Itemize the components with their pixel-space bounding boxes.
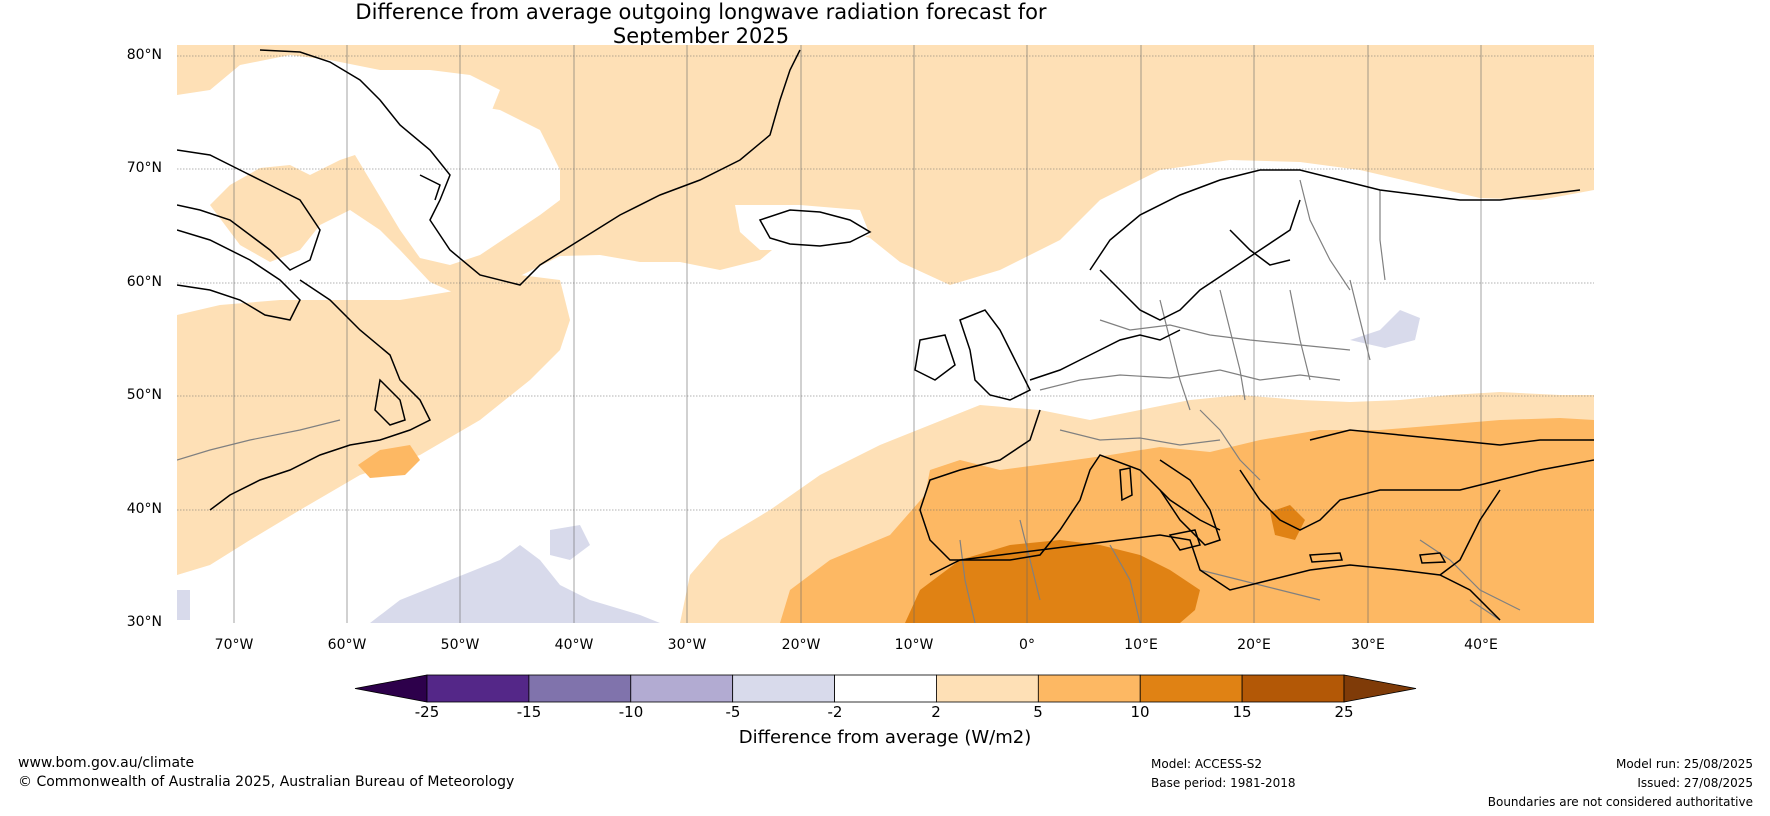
colorbar-tick: -5: [725, 703, 741, 721]
copyright-text: © Commonwealth of Australia 2025, Austra…: [18, 774, 515, 790]
map-title: Difference from average outgoing longwav…: [0, 0, 1402, 48]
lat-label-60n: 60°N: [126, 274, 162, 290]
anomaly-fill-5-10-iberia: [930, 472, 1070, 560]
model-name: Model: ACCESS-S2: [1151, 757, 1263, 771]
model-run-date: Model run: 25/08/2025: [1615, 757, 1753, 771]
lon-label-10e: 10°E: [1124, 637, 1158, 653]
colorbar-tick: 15: [1232, 703, 1252, 721]
title-line-1: Difference from average outgoing longwav…: [355, 0, 1047, 24]
colorbar-tick: 2: [931, 703, 941, 721]
lat-label-40n: 40°N: [126, 501, 162, 517]
lat-label-70n: 70°N: [126, 160, 162, 176]
anomaly-fill-neg2-neg5-atlantic: [370, 545, 660, 623]
lon-label-20e: 20°E: [1237, 637, 1271, 653]
base-period: Base period: 1981-2018: [1151, 776, 1296, 790]
lon-label-20w: 20°W: [781, 637, 821, 653]
anomaly-fill-2-5-west: [177, 275, 570, 575]
lon-label-70w: 70°W: [214, 637, 254, 653]
lon-label-10w: 10°W: [894, 637, 934, 653]
lat-label-50n: 50°N: [126, 387, 162, 403]
boundaries-disclaimer: Boundaries are not considered authoritat…: [1487, 795, 1753, 809]
lat-label-80n: 80°N: [126, 47, 162, 63]
anomaly-fill-2-5-north: [177, 45, 1594, 300]
country-borders: [177, 179, 1521, 623]
anomaly-fill-5-10-atlantic-blob: [358, 445, 420, 478]
anomaly-clear-greenland: [300, 60, 560, 265]
anomaly-fill-neg2-neg5-west: [177, 590, 190, 620]
website-url[interactable]: www.bom.gov.au/climate: [18, 755, 195, 771]
graticule: [177, 45, 1594, 623]
colorbar-tick: 25: [1334, 703, 1354, 721]
colorbar-label: Difference from average (W/m2): [738, 727, 1032, 748]
lon-label-60w: 60°W: [327, 637, 367, 653]
colorbar-tick: 10: [1130, 703, 1150, 721]
lon-label-0: 0°: [1019, 637, 1035, 653]
colorbar-tick: -15: [516, 703, 542, 721]
title-line-2: September 2025: [612, 24, 790, 48]
colorbar-tick: -2: [827, 703, 843, 721]
lon-label-30w: 30°W: [667, 637, 707, 653]
lat-label-30n: 30°N: [126, 614, 162, 630]
issued-date: Issued: 27/08/2025: [1637, 776, 1753, 790]
lon-label-30e: 30°E: [1351, 637, 1385, 653]
lon-label-40w: 40°W: [554, 637, 594, 653]
anomaly-fill-10-15-aegean: [1270, 505, 1305, 540]
colorbar-tick: -10: [618, 703, 644, 721]
lon-label-50w: 50°W: [440, 637, 480, 653]
colorbar-tick: -25: [414, 703, 440, 721]
colorbar-tick: 5: [1033, 703, 1043, 721]
coastlines: [177, 49, 1594, 621]
lon-label-40e: 40°E: [1464, 637, 1498, 653]
anomaly-fill-neg2-neg5-mid: [550, 525, 590, 560]
anomaly-fill-neg2-neg5-russia: [1350, 310, 1420, 348]
